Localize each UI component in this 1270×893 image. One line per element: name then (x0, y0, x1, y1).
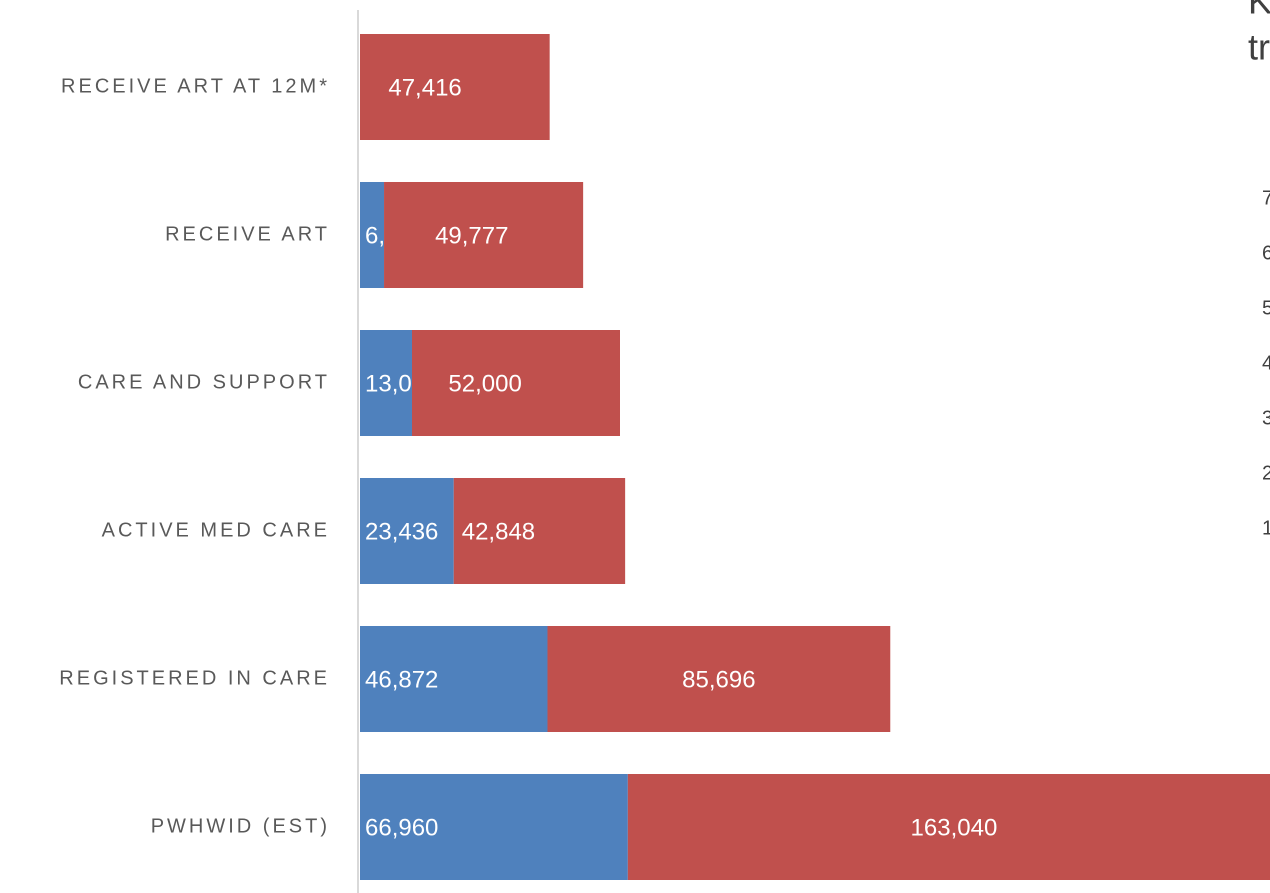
data-label: 66,960 (365, 814, 438, 841)
bar-segment (360, 330, 412, 436)
bar-segment (360, 478, 454, 584)
bar-segment (360, 626, 548, 732)
data-label: 52,000 (448, 370, 521, 397)
side-title: tr (1248, 27, 1270, 68)
bar-segment (360, 774, 628, 880)
data-label: 42,848 (462, 518, 535, 545)
data-label: 85,696 (682, 666, 755, 693)
bar-segment (360, 182, 385, 288)
side-item: 4 (1262, 352, 1270, 374)
bar-segment (453, 478, 626, 584)
bar-segment (627, 774, 1270, 880)
side-item: 1 (1262, 517, 1270, 539)
bar-segment (547, 626, 891, 732)
category-label: RECEIVE ART (165, 223, 330, 245)
side-item: 7 (1262, 187, 1270, 209)
side-item: 2 (1262, 462, 1270, 484)
data-label: 23,436 (365, 518, 438, 545)
side-item: 3 (1262, 407, 1270, 429)
side-title: K (1248, 0, 1270, 22)
category-label: RECEIVE ART AT 12M* (61, 75, 330, 97)
data-label: 46,872 (365, 666, 438, 693)
bar-segment (384, 182, 584, 288)
category-label: PWHWID (EST) (151, 815, 330, 837)
category-label: REGISTERED IN CARE (59, 667, 330, 689)
bar-segment (360, 34, 550, 140)
side-item: 6 (1262, 242, 1270, 264)
category-label: CARE AND SUPPORT (78, 371, 330, 393)
bar-segment (412, 330, 620, 436)
side-item: 5 (1262, 297, 1270, 319)
data-label: 49,777 (435, 222, 508, 249)
data-label: 163,040 (911, 814, 998, 841)
data-label: 47,416 (388, 74, 461, 101)
category-label: ACTIVE MED CARE (102, 519, 330, 541)
